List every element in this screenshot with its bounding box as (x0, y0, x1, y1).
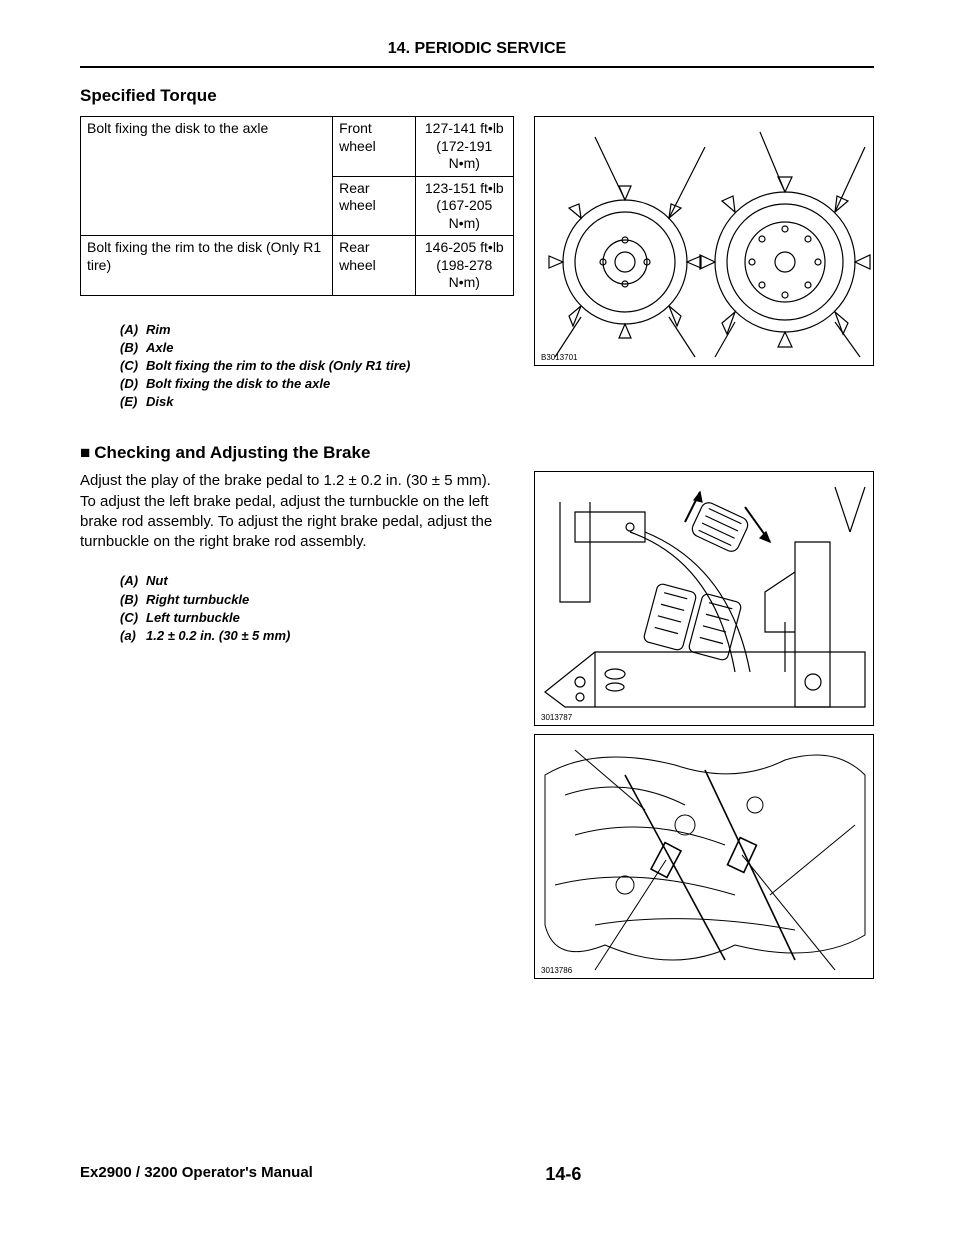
legend-item: (a)1.2 ± 0.2 in. (30 ± 5 mm) (120, 627, 514, 645)
brake-title: ■Checking and Adjusting the Brake (80, 443, 874, 463)
torque-desc: Bolt fixing the disk to the axle (81, 117, 333, 236)
torque-desc: Bolt fixing the rim to the disk (Only R1… (81, 236, 333, 296)
legend-item: (B)Right turnbuckle (120, 591, 514, 609)
torque-wheel: Rear wheel (333, 176, 415, 236)
legend-item: (C)Left turnbuckle (120, 609, 514, 627)
torque-wheel: Rear wheel (333, 236, 415, 296)
legend-item: (C)Bolt fixing the rim to the disk (Only… (120, 357, 514, 375)
brake-body: Adjust the play of the brake pedal to 1.… (80, 471, 514, 552)
diagram-caption: B3013701 (541, 353, 577, 362)
torque-val: 127-141 ft•lb(172-191 N•m) (415, 117, 513, 177)
diagram-caption: 3013786 (541, 966, 572, 975)
legend-item: (A)Rim (120, 321, 514, 339)
pedal-diagram: 3013787 (534, 471, 874, 726)
table-row: Bolt fixing the disk to the axle Front w… (81, 117, 514, 177)
wheel-diagram: B3013701 (534, 116, 874, 366)
legend-item: (D)Bolt fixing the disk to the axle (120, 375, 514, 393)
page-footer: Ex2900 / 3200 Operator's Manual 14-6 (80, 1164, 874, 1185)
legend-item: (A)Nut (120, 572, 514, 590)
torque-legend: (A)Rim (B)Axle (C)Bolt fixing the rim to… (120, 321, 514, 412)
torque-title: Specified Torque (80, 86, 874, 106)
chapter-heading: 14. PERIODIC SERVICE (80, 40, 874, 58)
torque-val: 146-205 ft•lb(198-278 N•m) (415, 236, 513, 296)
legend-item: (B)Axle (120, 339, 514, 357)
torque-table: Bolt fixing the disk to the axle Front w… (80, 116, 514, 296)
turnbuckle-diagram: 3013786 (534, 734, 874, 979)
header-rule (80, 66, 874, 68)
table-row: Bolt fixing the rim to the disk (Only R1… (81, 236, 514, 296)
torque-val: 123-151 ft•lb(167-205 N•m) (415, 176, 513, 236)
torque-wheel: Front wheel (333, 117, 415, 177)
page-number: 14-6 (253, 1164, 874, 1185)
square-bullet-icon: ■ (80, 443, 90, 462)
legend-item: (E)Disk (120, 393, 514, 411)
brake-legend: (A)Nut (B)Right turnbuckle (C)Left turnb… (120, 572, 514, 645)
diagram-caption: 3013787 (541, 713, 572, 722)
